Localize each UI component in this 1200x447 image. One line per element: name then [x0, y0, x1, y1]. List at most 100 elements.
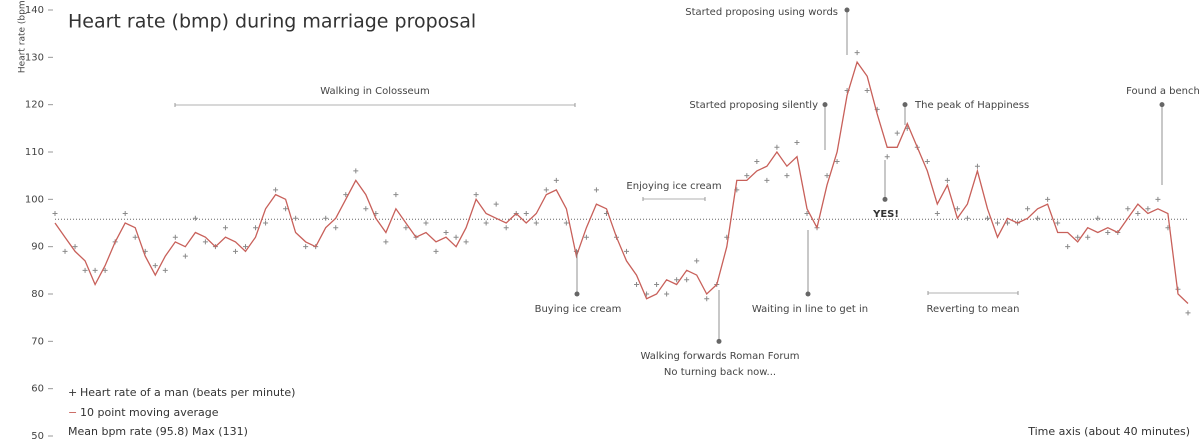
data-point	[553, 177, 559, 183]
data-point	[994, 220, 1000, 226]
data-point	[72, 244, 78, 250]
data-point	[263, 220, 269, 226]
data-point	[704, 296, 710, 302]
data-point	[503, 225, 509, 231]
annotation-label: The peak of Happiness	[914, 100, 1029, 111]
data-point	[894, 130, 900, 136]
data-point	[443, 229, 449, 235]
annotation-dot	[574, 291, 580, 297]
data-point	[232, 248, 238, 254]
data-point	[834, 158, 840, 164]
note: Mean bpm rate (95.8) Max (131)	[68, 425, 248, 438]
data-point	[82, 267, 88, 273]
data-point	[243, 244, 249, 250]
data-point	[1075, 234, 1081, 240]
annotation-label: Buying ice cream	[535, 304, 622, 315]
data-point	[1135, 211, 1141, 217]
data-point	[984, 215, 990, 221]
data-point	[533, 220, 539, 226]
data-point	[934, 211, 940, 217]
data-point	[192, 215, 198, 221]
y-tick-label: 70	[31, 336, 44, 347]
y-tick-label: 110	[25, 147, 44, 158]
data-point	[333, 225, 339, 231]
annotation-dot	[822, 102, 828, 108]
data-point	[182, 253, 188, 259]
annotation-dot	[805, 291, 811, 297]
data-point	[132, 234, 138, 240]
data-point	[1125, 206, 1131, 212]
data-point	[944, 177, 950, 183]
range-label: Enjoying ice cream	[626, 181, 721, 192]
y-tick-label: 120	[25, 100, 44, 111]
data-point	[583, 234, 589, 240]
data-point	[1005, 220, 1011, 226]
data-point	[323, 215, 329, 221]
data-point	[543, 187, 549, 193]
annotation-dot	[844, 7, 850, 13]
data-point	[423, 220, 429, 226]
data-point	[473, 192, 479, 198]
data-point	[62, 248, 68, 254]
data-point	[162, 267, 168, 273]
data-point	[1085, 234, 1091, 240]
data-point	[1185, 310, 1191, 316]
data-point	[654, 282, 660, 288]
data-point	[523, 211, 529, 217]
moving-average-line	[54, 60, 1189, 304]
data-point	[393, 192, 399, 198]
data-point	[694, 258, 700, 264]
y-tick-label: 50	[31, 431, 44, 442]
legend-label: 10 point moving average	[80, 406, 219, 419]
y-tick-label: 140	[25, 5, 44, 16]
legend-symbol: +	[68, 386, 77, 399]
y-tick-label: 130	[25, 52, 44, 63]
data-point	[433, 248, 439, 254]
data-point	[483, 220, 489, 226]
legend-label: Heart rate of a man (beats per minute)	[80, 386, 295, 399]
data-point	[463, 239, 469, 245]
annotation-label: Waiting in line to get in	[752, 304, 868, 315]
annotation-label: Started proposing silently	[689, 100, 818, 111]
data-point	[152, 263, 158, 269]
data-point	[122, 211, 128, 217]
annotation-label: Walking forwards Roman Forum	[640, 351, 799, 362]
data-point	[774, 144, 780, 150]
range-label: Reverting to mean	[927, 304, 1020, 315]
data-point	[854, 50, 860, 56]
annotation-dot	[882, 196, 888, 202]
y-axis-label: Heart rate (bpm)	[18, 0, 28, 73]
data-point	[804, 211, 810, 217]
data-point	[624, 248, 630, 254]
data-point	[1055, 220, 1061, 226]
data-point	[453, 234, 459, 240]
data-point	[293, 215, 299, 221]
data-point	[102, 267, 108, 273]
data-point	[1025, 206, 1031, 212]
data-point	[343, 192, 349, 198]
data-point	[1045, 196, 1051, 202]
data-point	[202, 239, 208, 245]
data-point	[1145, 206, 1151, 212]
data-point	[744, 173, 750, 179]
y-tick-label: 80	[31, 289, 44, 300]
data-point	[172, 234, 178, 240]
data-point	[353, 168, 359, 174]
data-point	[884, 154, 890, 160]
annotation-label: Found a bench	[1126, 86, 1200, 97]
data-point	[784, 173, 790, 179]
annotation-dot	[902, 102, 908, 108]
x-axis-label: Time axis (about 40 minutes)	[1027, 425, 1190, 438]
data-point	[563, 220, 569, 226]
data-point	[403, 225, 409, 231]
data-point	[974, 163, 980, 169]
annotation-dot	[716, 338, 722, 344]
range-label: Walking in Colosseum	[320, 86, 430, 97]
data-point	[222, 225, 228, 231]
data-point	[92, 267, 98, 273]
data-point	[1065, 244, 1071, 250]
annotation-dot	[1159, 102, 1165, 108]
data-point	[634, 282, 640, 288]
data-point	[824, 173, 830, 179]
